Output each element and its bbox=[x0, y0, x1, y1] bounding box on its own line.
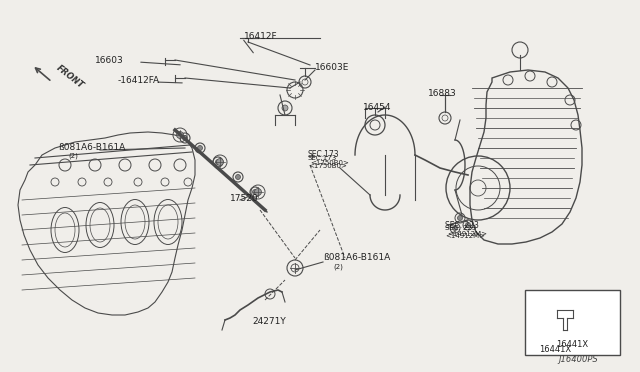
Text: <1750B0>: <1750B0> bbox=[308, 163, 347, 169]
Text: 16883: 16883 bbox=[428, 89, 457, 97]
Text: -16412FA: -16412FA bbox=[118, 76, 160, 84]
Text: 16603: 16603 bbox=[95, 55, 124, 64]
Circle shape bbox=[236, 174, 241, 180]
Text: SEC. 223: SEC. 223 bbox=[445, 221, 479, 230]
Text: SEC.173: SEC.173 bbox=[308, 150, 340, 159]
Circle shape bbox=[253, 189, 257, 195]
Text: ß081A6-B161A: ß081A6-B161A bbox=[323, 253, 390, 263]
Text: 17520: 17520 bbox=[230, 193, 259, 202]
Bar bbox=[525, 290, 620, 355]
Text: 16441X: 16441X bbox=[556, 340, 588, 349]
Circle shape bbox=[282, 105, 288, 111]
Text: J16400PS: J16400PS bbox=[558, 355, 598, 364]
Circle shape bbox=[452, 225, 458, 231]
Text: 16603E: 16603E bbox=[315, 62, 349, 71]
Text: 16441X: 16441X bbox=[539, 345, 571, 354]
Text: 16412F: 16412F bbox=[244, 32, 278, 41]
Circle shape bbox=[255, 189, 262, 196]
Text: (2): (2) bbox=[333, 264, 343, 270]
Text: (2): (2) bbox=[68, 153, 78, 159]
Text: 24271Y: 24271Y bbox=[252, 317, 285, 327]
Text: SEC.173: SEC.173 bbox=[308, 155, 337, 161]
Text: <14912M>: <14912M> bbox=[447, 231, 487, 237]
Circle shape bbox=[216, 158, 223, 166]
Circle shape bbox=[182, 135, 188, 141]
Circle shape bbox=[198, 145, 202, 151]
Circle shape bbox=[216, 160, 221, 164]
Text: FRONT: FRONT bbox=[55, 63, 86, 90]
Text: <14912M>: <14912M> bbox=[445, 233, 485, 239]
Circle shape bbox=[465, 222, 470, 228]
Text: SEC. 223: SEC. 223 bbox=[445, 225, 476, 231]
Text: ß081A6-B161A: ß081A6-B161A bbox=[58, 142, 125, 151]
Circle shape bbox=[177, 131, 184, 138]
Text: 16454: 16454 bbox=[363, 103, 392, 112]
Circle shape bbox=[458, 215, 463, 221]
Text: <1750B0>: <1750B0> bbox=[310, 160, 349, 166]
